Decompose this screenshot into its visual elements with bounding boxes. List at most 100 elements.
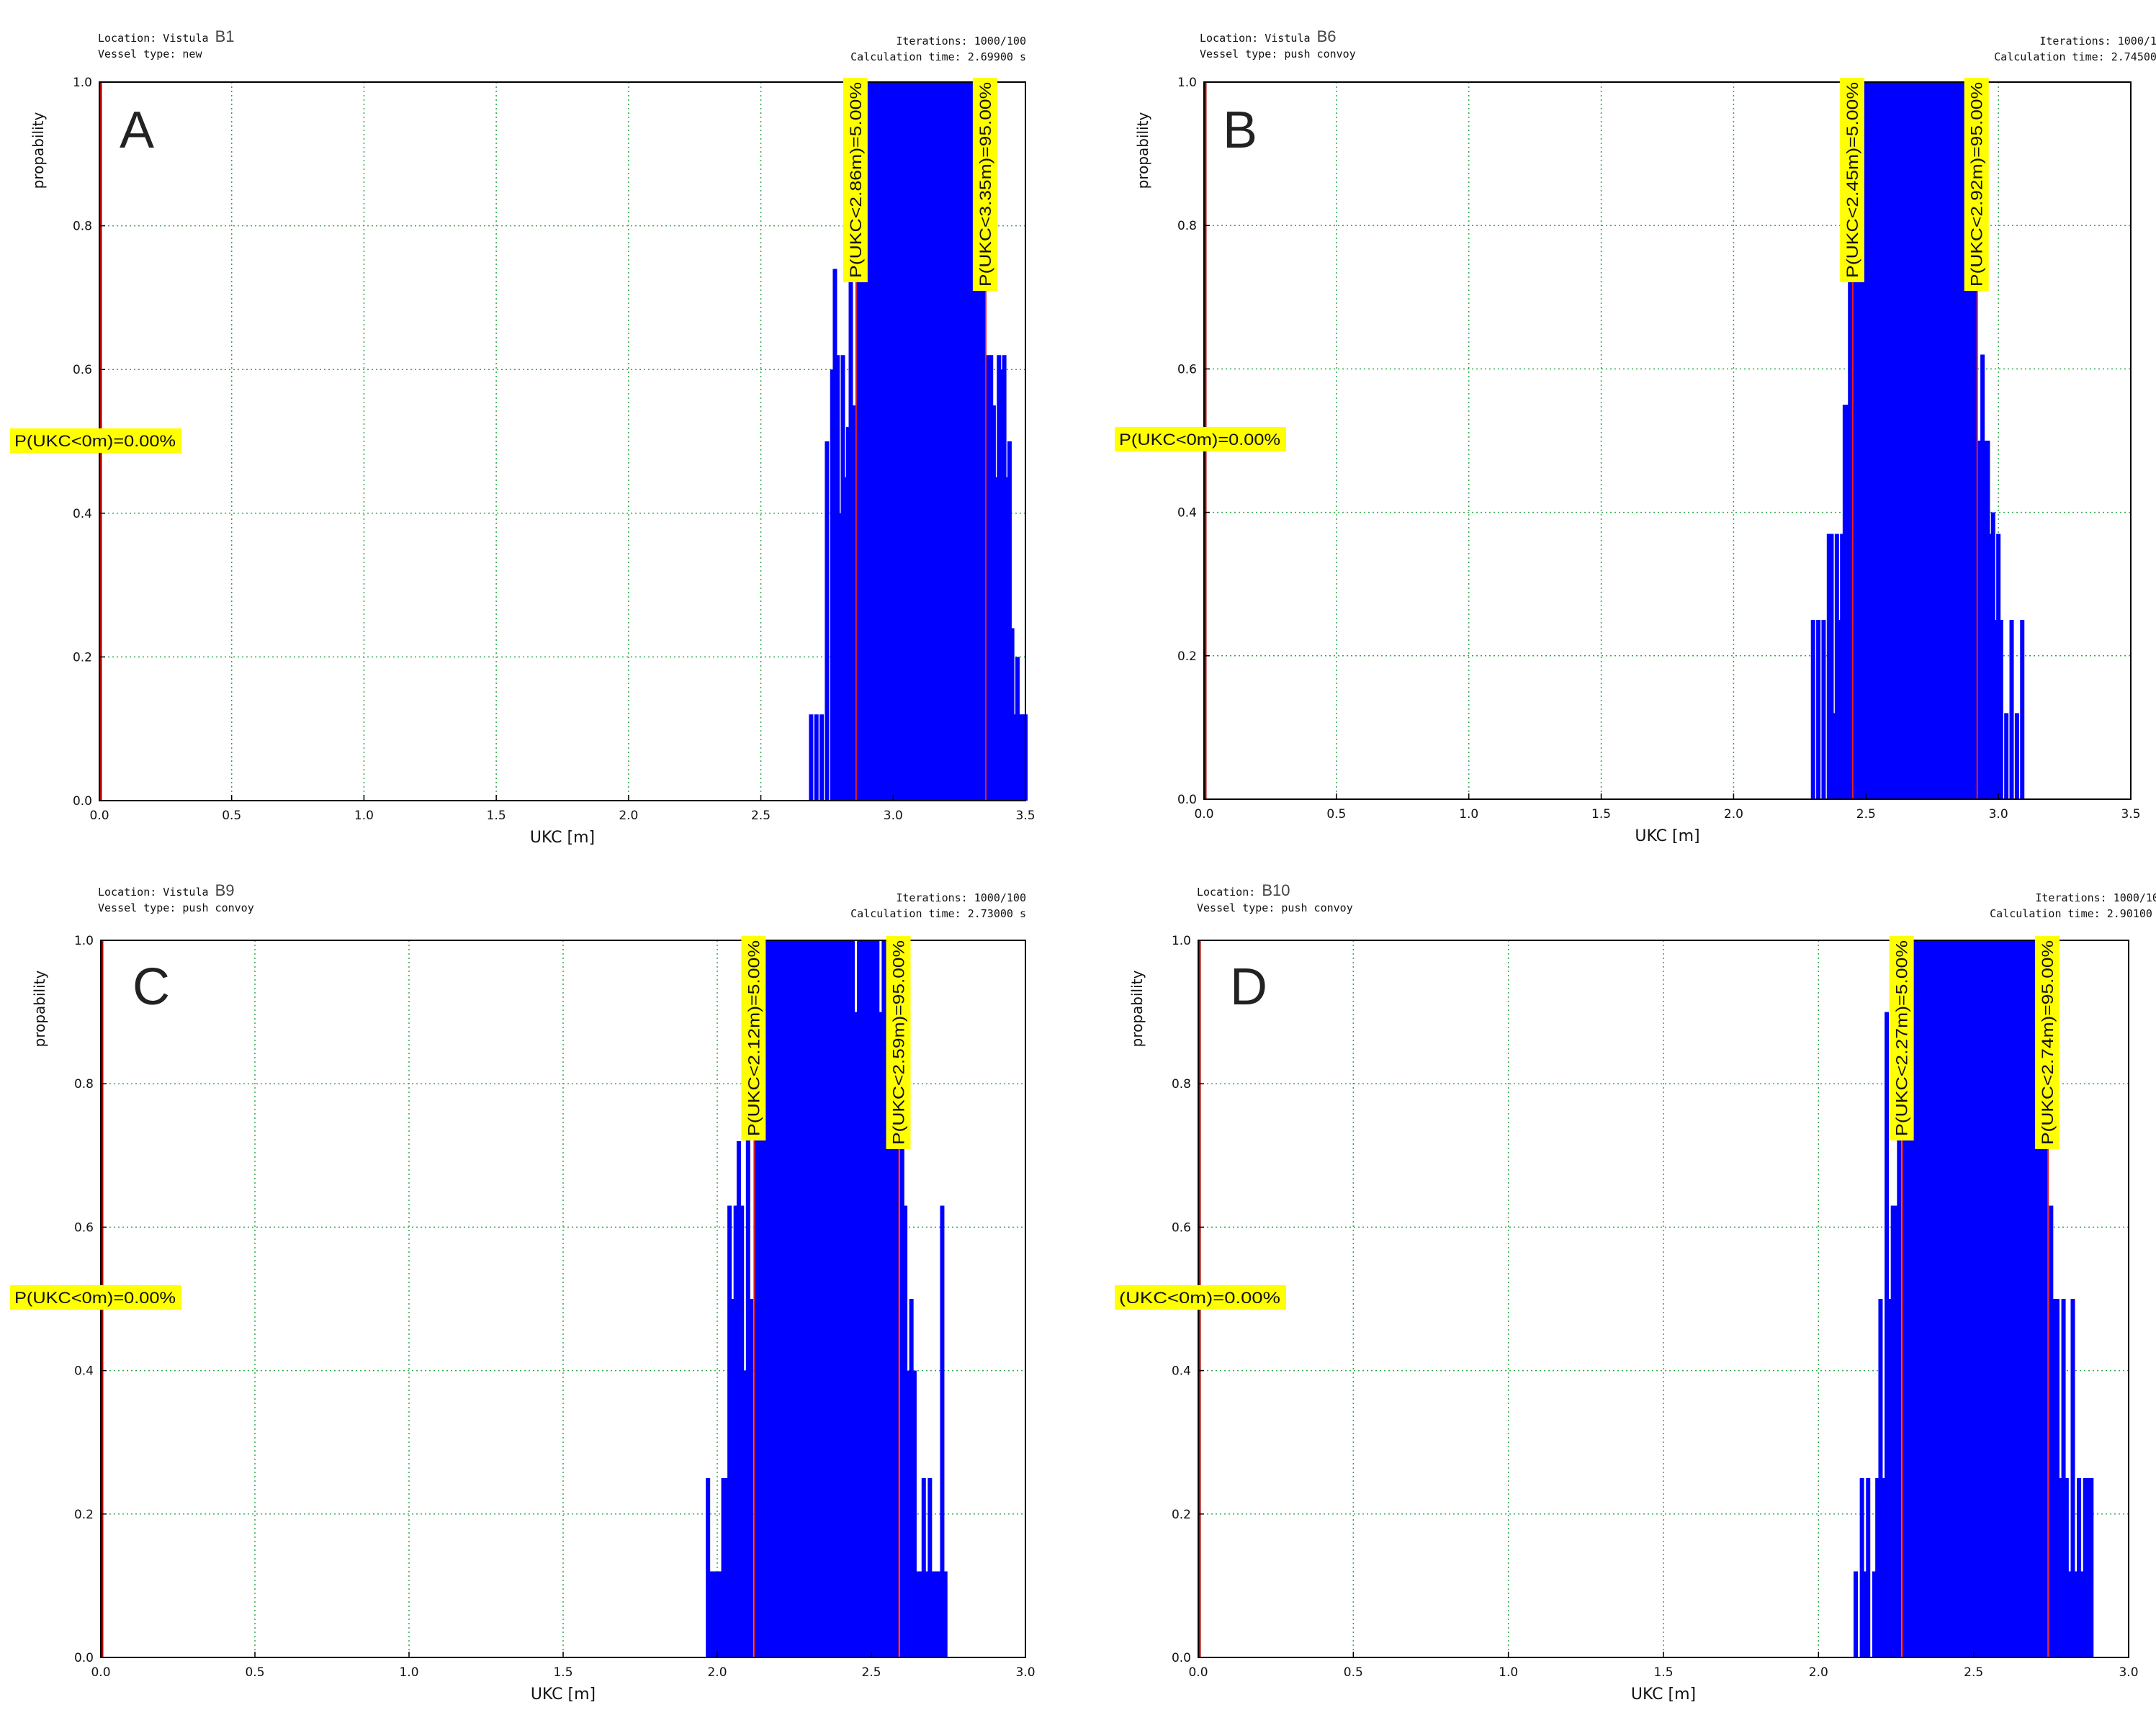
y-axis-label: propability — [31, 970, 48, 1047]
histogram-bar — [1977, 441, 1982, 799]
histogram-bar — [2014, 713, 2019, 799]
x-tick-label: 3.5 — [2121, 807, 2140, 822]
histogram-bar — [994, 477, 999, 801]
histogram-bar — [1894, 1205, 1898, 1657]
location-label: Location: Vistula — [1200, 32, 1311, 45]
histogram-bar — [1897, 1012, 1902, 1657]
histogram-bar — [1842, 405, 1847, 799]
histogram-bar — [830, 369, 835, 801]
histogram-bar — [1887, 1299, 1892, 1657]
x-tick-label: 3.0 — [1989, 807, 2008, 822]
panel-c: Location: Vistula B9 Vessel type: push c… — [0, 857, 1078, 1710]
y-tick-label: 0.0 — [74, 1651, 94, 1665]
panel-b: Location: Vistula B6 Vessel type: push c… — [1105, 0, 2156, 853]
histogram-bar — [1980, 354, 1985, 800]
p5-label-bg — [1839, 78, 1864, 282]
histogram-bar — [837, 513, 843, 801]
histogram-bar — [840, 355, 845, 801]
p-zero-label: P(UKC<0m)=0.00% — [1119, 431, 1280, 449]
histogram-bar — [1837, 620, 1842, 799]
p95-label: P(UKC<2.74m)=95.00% — [2039, 940, 2057, 1145]
histogram-bar — [1834, 534, 1839, 799]
p95-label: P(UKC<2.59m)=95.00% — [890, 940, 908, 1145]
histogram-bar — [736, 1140, 741, 1657]
histogram-bar — [937, 1571, 942, 1657]
histogram-bar — [1872, 1571, 1877, 1657]
y-tick-label: 1.0 — [1172, 934, 1191, 948]
iterations-line: Iterations: 1000/100 — [896, 35, 1026, 48]
y-tick-label: 0.2 — [1172, 1508, 1191, 1522]
x-tick-label: 2.0 — [707, 1665, 727, 1680]
histogram-core-bar — [754, 940, 899, 1657]
histogram-bar — [715, 1571, 719, 1657]
histogram-bar — [706, 1478, 711, 1657]
histogram-bar — [2083, 1478, 2088, 1657]
histogram-bar — [899, 1120, 904, 1657]
y-tick-label: 1.0 — [1177, 76, 1197, 90]
histogram-bar — [819, 714, 825, 801]
histogram-bar — [940, 1205, 945, 1657]
p95-label: P(UKC<2.92m)=95.00% — [1968, 82, 1986, 287]
y-tick-label: 0.8 — [74, 1077, 94, 1092]
location-code: B6 — [1316, 27, 1337, 45]
y-tick-label: 0.6 — [74, 1220, 94, 1235]
histogram-bar — [2049, 1205, 2054, 1657]
histogram-bar — [2064, 1478, 2069, 1657]
histogram-bar — [997, 355, 1002, 801]
p-zero-label-bg — [10, 1285, 181, 1310]
location-label: Location: Vistula — [98, 32, 209, 45]
x-axis-label: UKC [m] — [1635, 827, 1699, 845]
x-axis-label: UKC [m] — [530, 829, 595, 847]
chart-b: 0.0 0.5 1.0 1.5 2.0 2.5 3.0 3.5 0.0 0.2 0.4 0.6 0.8 1… — [1115, 76, 2141, 845]
panel-letter: A — [120, 102, 154, 159]
x-tick-label: 2.0 — [1724, 807, 1743, 822]
x-tick-label: 3.0 — [2119, 1665, 2138, 1680]
histogram-bar — [1010, 628, 1015, 801]
histogram-bar — [1840, 534, 1845, 799]
location-code: B9 — [215, 881, 235, 899]
histogram-bar — [1012, 714, 1018, 801]
y-tick-label: 0.6 — [1177, 362, 1197, 377]
p95-label-bg — [886, 936, 911, 1149]
y-axis-label: propability — [1134, 112, 1151, 189]
histogram-bar — [1878, 1299, 1883, 1657]
histogram-bar — [1015, 657, 1020, 801]
p-zero-label: (UKC<0m)=0.00% — [1119, 1289, 1280, 1307]
histogram-bar — [2054, 1299, 2060, 1657]
p95-label-bg — [972, 78, 997, 291]
histogram-bar — [1993, 620, 1998, 799]
histogram-bar — [733, 1205, 738, 1657]
x-tick-label: 3.5 — [1015, 809, 1035, 823]
histogram-bar — [1885, 1012, 1890, 1657]
histogram-bar — [851, 405, 856, 801]
histogram-bar — [1821, 620, 1826, 799]
histogram-bar — [1002, 355, 1007, 801]
x-tick-label: 0.0 — [1188, 1665, 1208, 1680]
histogram-bar — [845, 427, 850, 801]
vessel-line: Vessel type: push convoy — [1197, 901, 1353, 914]
histogram-bar — [933, 1571, 938, 1657]
histogram-bar — [825, 441, 830, 801]
histogram-core-bar — [1852, 82, 1977, 799]
histogram-bar — [721, 1478, 726, 1657]
y-tick-label: 0.0 — [1172, 1651, 1191, 1665]
p5-label: P(UKC<2.27m)=5.00% — [1893, 940, 1911, 1136]
histogram-bar — [2077, 1478, 2082, 1657]
calc-time-line: Calculation time: 2.74500 s — [1994, 50, 2156, 63]
panel-a: Location: Vistula B1 Vessel type: new It… — [0, 0, 1078, 853]
histogram-bar — [906, 1370, 911, 1657]
histogram-bar — [848, 225, 853, 801]
y-tick-label: 1.0 — [73, 76, 92, 90]
y-tick-label: 0.6 — [73, 363, 92, 377]
chart-c: 0.0 0.5 1.0 1.5 2.0 2.5 3.0 0.0 0.2 0.4 0.6 0.8 1.0 U… — [10, 934, 1036, 1704]
p95-label: P(UKC<3.35m)=95.00% — [976, 82, 994, 287]
histogram-bar — [1826, 534, 1831, 799]
p5-label-bg — [1889, 936, 1914, 1140]
panel-letter: B — [1223, 102, 1257, 159]
vessel-line: Vessel type: push convoy — [98, 901, 254, 914]
p-zero-label: P(UKC<0m)=0.00% — [14, 432, 176, 450]
vessel-line: Vessel type: push convoy — [1200, 48, 1356, 60]
histogram-bar — [2004, 713, 2009, 799]
histogram-bar — [2080, 1571, 2085, 1657]
y-tick-label: 0.8 — [1172, 1077, 1191, 1092]
